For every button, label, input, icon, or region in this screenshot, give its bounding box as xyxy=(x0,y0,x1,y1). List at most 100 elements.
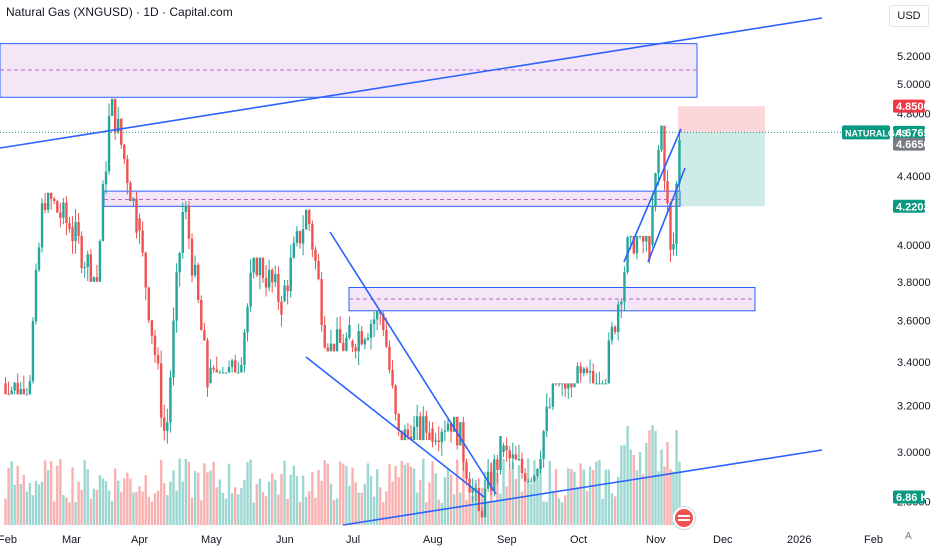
volume-bar xyxy=(654,430,657,525)
auto-scale-toggle[interactable]: A xyxy=(905,531,912,542)
price-tick-label: 4.0000 xyxy=(897,240,931,252)
candle-body xyxy=(385,329,388,347)
price-tag xyxy=(893,490,925,504)
candle-body xyxy=(397,414,400,431)
candle-body xyxy=(126,159,129,183)
volume-bar xyxy=(369,475,373,525)
candle-body xyxy=(110,98,114,116)
volume-bar xyxy=(50,461,53,525)
volume-bar xyxy=(675,429,678,525)
candle-body xyxy=(548,406,551,408)
volume-bar xyxy=(669,469,672,525)
volume-bar xyxy=(283,460,286,525)
volume-bar xyxy=(193,471,197,525)
volume-bar xyxy=(632,454,636,525)
price-tick-label: 5.2000 xyxy=(897,51,931,63)
candle-body xyxy=(16,382,19,395)
candle-body xyxy=(215,369,218,373)
price-tick-label: 3.6000 xyxy=(897,316,931,328)
candle-body xyxy=(351,341,354,348)
volume-bar xyxy=(218,479,221,525)
candle-body xyxy=(477,488,481,512)
candle-body xyxy=(249,272,252,307)
volume-bar xyxy=(545,501,548,525)
volume-bar xyxy=(449,474,453,525)
volume-bar xyxy=(286,498,289,525)
candle-body xyxy=(264,278,268,288)
volume-bar xyxy=(366,463,370,525)
candle-body xyxy=(323,325,326,348)
candle-body xyxy=(542,431,545,459)
volume-bar xyxy=(588,466,592,525)
candle-body xyxy=(113,98,117,133)
volume-bar xyxy=(660,449,663,525)
volume-bar xyxy=(348,485,351,525)
volume-bar xyxy=(536,476,539,525)
volume-bar xyxy=(83,460,86,525)
currency-button[interactable]: USD xyxy=(889,5,929,27)
candle-body xyxy=(357,331,360,352)
candle-body xyxy=(212,367,215,370)
candle-body xyxy=(50,192,53,199)
volume-bar xyxy=(576,487,579,525)
candle-body xyxy=(520,458,524,474)
candle-body xyxy=(388,346,391,371)
candle-body xyxy=(415,416,419,427)
time-axis-label: Oct xyxy=(570,534,587,546)
volume-bar xyxy=(40,481,44,525)
candle-body xyxy=(335,329,339,352)
volume-bar xyxy=(564,495,567,525)
candle-body xyxy=(419,416,422,441)
candle-body xyxy=(641,235,645,242)
volume-bar xyxy=(221,492,225,525)
candle-body xyxy=(301,229,305,244)
volume-bar xyxy=(422,458,425,525)
volume-bar xyxy=(74,501,77,525)
volume-bar xyxy=(342,463,345,525)
volume-bar xyxy=(289,474,292,525)
tradingview-flag-icon[interactable] xyxy=(673,507,695,529)
volume-bar xyxy=(351,467,354,525)
time-axis-label: Apr xyxy=(131,534,148,546)
candle-body xyxy=(489,471,493,491)
volume-bar xyxy=(598,459,601,525)
candle-body xyxy=(570,383,573,388)
volume-bar xyxy=(456,459,459,525)
volume-bar xyxy=(440,502,444,525)
candle-body xyxy=(40,203,44,248)
volume-bar xyxy=(459,492,462,525)
candle-body xyxy=(545,406,548,432)
candle-body xyxy=(539,458,542,469)
volume-bar xyxy=(591,469,595,525)
volume-bar xyxy=(651,425,654,525)
volume-bar xyxy=(533,460,536,525)
volume-bar xyxy=(184,458,188,525)
zones-layer xyxy=(0,43,868,312)
volume-bar xyxy=(326,463,330,525)
volume-bar xyxy=(227,463,231,525)
candle-body xyxy=(329,343,333,352)
candle-body xyxy=(98,241,102,282)
volume-bar xyxy=(135,491,138,525)
volume-bar xyxy=(406,462,410,525)
volume-bar xyxy=(159,459,163,525)
volume-bar xyxy=(203,463,206,525)
volume-bar xyxy=(166,495,169,525)
volume-bar xyxy=(388,464,391,525)
candle-body xyxy=(43,203,47,210)
candle-body xyxy=(514,454,518,460)
volume-bar xyxy=(110,500,114,525)
volume-bar xyxy=(141,491,144,525)
volume-bar xyxy=(446,468,450,525)
candle-body xyxy=(582,368,586,374)
volume-bar xyxy=(379,487,382,525)
candle-body xyxy=(86,254,89,268)
candle-body xyxy=(184,205,188,212)
price-tick-label: 3.2000 xyxy=(897,401,931,413)
candle-body xyxy=(308,209,311,225)
price-tick-label: 3.4000 xyxy=(897,357,931,369)
volume-bar xyxy=(604,469,607,525)
volume-bar xyxy=(678,461,681,525)
candle-body xyxy=(7,393,10,395)
